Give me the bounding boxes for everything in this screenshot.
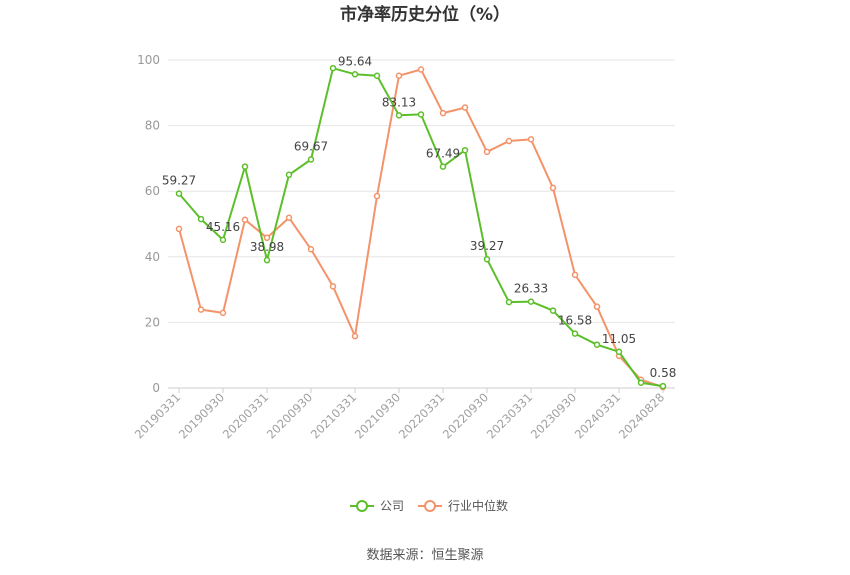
data-point-company <box>505 298 513 306</box>
data-point-industry-median <box>329 283 337 290</box>
data-point-company <box>593 341 601 348</box>
y-tick-label: 40 <box>145 250 160 264</box>
data-point-industry-median <box>307 246 315 253</box>
data-point-industry-median <box>505 137 513 145</box>
data-point-company <box>571 330 579 337</box>
x-tick-label: 20230331 <box>484 390 535 441</box>
data-point-company <box>527 298 535 305</box>
x-tick-label: 20200331 <box>220 390 271 441</box>
data-point-company <box>175 190 183 197</box>
legend-marker-company <box>356 500 368 512</box>
x-axis: 2019033120190930202003312020093020210331… <box>132 388 667 442</box>
data-point-industry-median <box>175 225 183 233</box>
x-tick-label: 20210930 <box>352 390 403 441</box>
data-point-company <box>461 146 469 154</box>
chart-title: 市净率历史分位（%） <box>340 4 510 25</box>
data-label: 0.58 <box>650 366 677 380</box>
data-point-industry-median <box>351 332 359 340</box>
legend[interactable]: 公司 行业中位数 <box>350 498 508 513</box>
data-point-industry-median <box>197 306 205 313</box>
data-point-industry-median <box>461 104 469 111</box>
data-point-company <box>307 156 315 163</box>
x-tick-label: 20200930 <box>264 390 315 441</box>
data-point-industry-median <box>549 184 557 192</box>
data-point-industry-median <box>483 148 491 156</box>
x-tick-label: 20190331 <box>132 390 183 441</box>
data-label: 38.98 <box>250 240 284 254</box>
data-labels: 59.27 45.16 38.98 69.67 95.64 83.13 67.49 39.27… <box>162 54 677 380</box>
y-axis-ticks: 0 20 40 60 80 100 <box>137 53 160 395</box>
data-point-company <box>615 348 623 356</box>
data-point-industry-median <box>593 303 601 310</box>
data-source: 数据来源：恒生聚源 <box>366 548 483 563</box>
data-point-company <box>395 112 403 119</box>
series-lines <box>175 64 667 391</box>
x-tick-label: 20230930 <box>528 390 579 441</box>
data-label: 59.27 <box>162 174 196 188</box>
data-point-company <box>329 64 337 72</box>
data-point-company <box>659 382 667 390</box>
data-point-company <box>285 171 293 179</box>
data-label: 45.16 <box>206 220 240 234</box>
data-label: 69.67 <box>294 139 328 153</box>
data-point-industry-median <box>417 66 425 73</box>
x-tick-label: 20220331 <box>396 390 447 441</box>
y-tick-label: 80 <box>145 119 160 133</box>
data-label: 67.49 <box>426 147 460 161</box>
data-point-company <box>219 236 227 244</box>
y-tick-label: 60 <box>145 184 160 198</box>
x-tick-label: 20190930 <box>176 390 227 441</box>
data-point-industry-median <box>241 216 249 223</box>
data-point-company <box>483 255 491 263</box>
data-point-company <box>373 72 381 79</box>
data-point-industry-median <box>527 136 535 143</box>
data-point-industry-median <box>571 271 579 279</box>
x-tick-label: 20220930 <box>440 390 491 441</box>
x-tick-label: 20210331 <box>308 390 359 441</box>
y-tick-label: 0 <box>152 381 160 395</box>
data-point-company <box>263 256 271 264</box>
data-label: 95.64 <box>338 54 372 68</box>
data-point-company <box>241 163 249 170</box>
legend-label-industry-median: 行业中位数 <box>448 498 508 513</box>
data-point-company <box>197 215 205 223</box>
y-tick-label: 100 <box>137 53 160 67</box>
data-point-industry-median <box>439 109 447 117</box>
data-label: 26.33 <box>514 282 548 296</box>
data-point-company <box>549 307 557 314</box>
data-point-industry-median <box>373 192 381 200</box>
data-point-company <box>439 163 447 170</box>
data-point-industry-median <box>395 72 403 79</box>
x-tick-label: 20240828 <box>616 390 667 441</box>
data-point-industry-median <box>219 309 227 317</box>
legend-marker-industry-median <box>424 500 436 512</box>
data-point-industry-median <box>285 214 293 222</box>
data-point-company <box>351 71 359 78</box>
y-tick-label: 20 <box>145 315 160 329</box>
data-label: 39.27 <box>470 239 504 253</box>
gridlines <box>168 59 675 389</box>
data-point-industry-median <box>263 234 271 242</box>
data-point-company <box>637 379 645 387</box>
data-point-company <box>417 111 425 118</box>
data-label: 11.05 <box>602 332 636 346</box>
data-label: 83.13 <box>382 95 416 109</box>
data-label: 16.58 <box>558 314 592 328</box>
x-tick-label: 20240331 <box>572 390 623 441</box>
legend-label-company: 公司 <box>380 499 404 513</box>
